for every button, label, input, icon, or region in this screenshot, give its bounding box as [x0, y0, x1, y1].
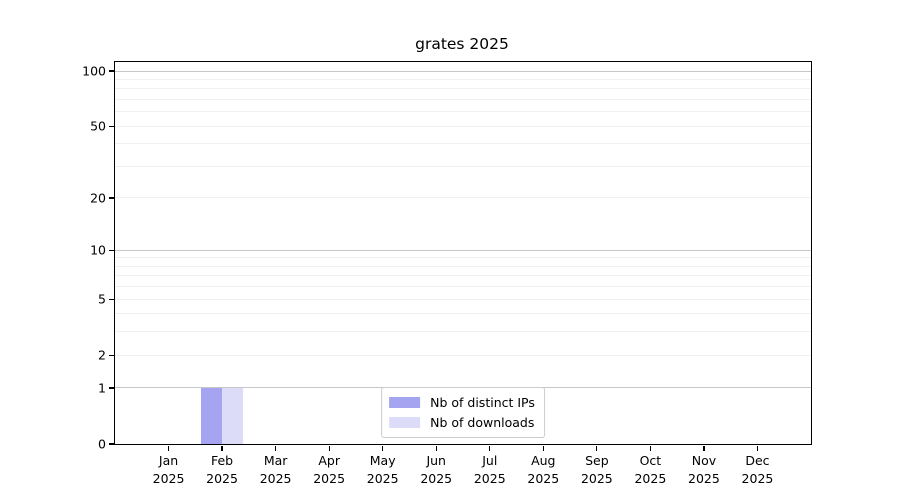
legend-item: Nb of distinct IPs [389, 393, 535, 412]
minor-gridline [115, 313, 811, 315]
y-tick-mark [108, 197, 114, 199]
x-tick-label: Aug 2025 [527, 453, 560, 486]
x-tick-label: Mar 2025 [259, 453, 292, 486]
x-tick-mark [703, 445, 705, 451]
x-tick-mark [328, 445, 330, 451]
plot-area: 0 1 2 5 10 20 50 100 Jan 2025 Feb 2025 Mar 2025 Apr… [82, 61, 812, 486]
y-tick-label: 5 [98, 291, 106, 307]
minor-gridline [115, 88, 811, 90]
minor-gridline [115, 354, 811, 356]
y-tick-label: 50 [90, 118, 106, 134]
major-gridline [115, 249, 811, 251]
x-tick-label: Dec 2025 [741, 453, 774, 486]
minor-gridline [115, 197, 811, 199]
y-tick-label: 2 [98, 347, 106, 363]
minor-gridline [115, 111, 811, 113]
legend-item-label: Nb of distinct IPs [430, 395, 535, 410]
bar-distinct-ips [200, 387, 223, 444]
x-tick-label: Nov 2025 [688, 453, 720, 486]
x-tick-label: Apr 2025 [313, 453, 346, 486]
y-tick-label: 1 [98, 380, 106, 396]
x-tick-mark [167, 445, 170, 451]
y-tick-mark [108, 387, 114, 389]
legend-swatch [389, 417, 421, 428]
x-tick-mark [542, 445, 544, 451]
x-tick-mark [756, 445, 759, 451]
minor-gridline [115, 257, 811, 259]
x-tick-label: May 2025 [366, 453, 399, 486]
minor-gridline [115, 98, 811, 100]
legend: Nb of distinct IPs Nb of downloads [381, 387, 545, 438]
y-tick-mark [108, 70, 114, 72]
x-tick-label: Feb 2025 [206, 453, 238, 486]
legend-swatch [389, 397, 421, 408]
y-tick-label: 10 [90, 242, 106, 258]
y-tick-label: 100 [82, 63, 106, 79]
minor-gridline [115, 143, 811, 145]
x-tick-label: Jan 2025 [152, 453, 185, 486]
minor-gridline [115, 125, 811, 127]
bar-downloads [222, 387, 244, 444]
x-tick-label: Sep 2025 [580, 453, 613, 486]
y-tick-mark [108, 298, 114, 300]
minor-gridline [115, 275, 811, 277]
x-tick-label: Jun 2025 [420, 453, 453, 486]
x-tick-mark [382, 445, 384, 451]
x-tick-label: Jul 2025 [473, 453, 506, 486]
y-tick-mark [108, 125, 114, 127]
major-gridline [115, 70, 811, 72]
y-tick-mark [108, 249, 114, 251]
minor-gridline [115, 286, 811, 288]
y-tick-label: 0 [98, 436, 106, 452]
y-tick-mark [108, 443, 114, 445]
x-tick-mark [221, 445, 223, 451]
legend-item-label: Nb of downloads [430, 415, 535, 430]
y-tick-mark [108, 354, 114, 356]
minor-gridline [115, 78, 811, 80]
chart-title: grates 2025 [415, 35, 509, 53]
x-tick-mark [489, 445, 491, 451]
x-tick-mark [274, 445, 277, 451]
x-tick-mark [649, 445, 652, 451]
x-tick-mark [435, 445, 437, 451]
minor-gridline [115, 165, 811, 167]
minor-gridline [115, 331, 811, 333]
minor-gridline [115, 298, 811, 300]
y-tick-label: 20 [90, 190, 106, 206]
legend-item: Nb of downloads [389, 413, 535, 432]
x-tick-label: Oct 2025 [634, 453, 667, 486]
minor-gridline [115, 265, 811, 267]
x-tick-mark [596, 445, 598, 451]
